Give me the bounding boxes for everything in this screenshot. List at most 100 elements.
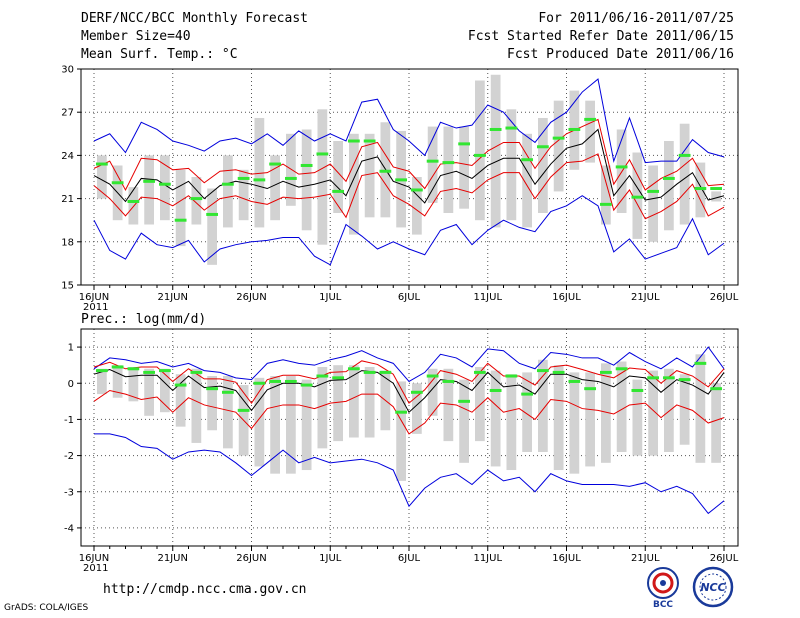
ensemble-box [443, 126, 454, 213]
median-marker [662, 376, 675, 380]
median-marker [127, 367, 140, 371]
ensemble-box [270, 155, 281, 221]
max-line [93, 346, 725, 383]
y-tick-label: -4 [64, 523, 74, 534]
median-marker [206, 387, 219, 391]
ensemble-box [396, 381, 407, 481]
median-marker [363, 370, 376, 374]
ensemble-box [663, 368, 674, 452]
median-marker [678, 378, 691, 382]
median-marker [410, 188, 423, 192]
median-marker [489, 127, 502, 131]
median-marker [206, 212, 219, 216]
ensemble-box [285, 133, 296, 206]
y-tick-label: 24 [61, 151, 74, 162]
y-tick-label: 21 [61, 194, 74, 205]
x-tick-label: 21JUN [158, 292, 188, 303]
lower-sd-line [93, 153, 725, 220]
ensemble-box [191, 368, 202, 443]
forecast-period: For 2011/06/16-2011/07/25 [538, 11, 734, 26]
median-marker [284, 176, 297, 180]
x-tick-label: 21JUN [158, 553, 188, 564]
ncc-logo-text: NCC [700, 581, 725, 594]
median-marker [521, 392, 534, 396]
y-tick-label: -3 [64, 487, 74, 498]
median-marker [237, 408, 250, 412]
y-tick-label: 30 [61, 65, 74, 76]
median-marker [269, 379, 282, 383]
source-url[interactable]: http://cmdp.ncc.cma.gov.cn [103, 582, 307, 597]
ensemble-box [663, 141, 674, 231]
ensemble-box [144, 155, 155, 225]
median-marker [615, 165, 628, 169]
mean-line [93, 128, 725, 204]
median-marker [505, 126, 518, 130]
ensemble-box [648, 165, 659, 242]
x-tick-label: 26JUL [710, 553, 739, 564]
median-marker [379, 169, 392, 173]
ensemble-box [443, 368, 454, 442]
median-marker [521, 158, 534, 162]
median-marker [584, 387, 597, 391]
median-marker [552, 370, 565, 374]
ensemble-box [506, 109, 517, 221]
median-marker [300, 163, 313, 167]
median-marker [111, 365, 124, 369]
x-tick-label: 1JUL [319, 292, 342, 303]
ensemble-box [159, 155, 170, 221]
median-marker [332, 376, 345, 380]
median-marker [127, 199, 140, 203]
ensemble-box [333, 365, 344, 442]
ensemble-box [317, 366, 328, 449]
variable-label-prec: Prec.: log(mm/d) [81, 312, 206, 327]
median-marker [599, 202, 612, 206]
year-label: 2011 [83, 302, 108, 313]
ensemble-box [474, 366, 485, 442]
median-marker [710, 187, 723, 191]
upper-sd-line [93, 360, 725, 405]
min-line [94, 433, 725, 515]
median-marker [473, 370, 486, 374]
median-marker [678, 153, 691, 157]
ensemble-box [222, 376, 233, 449]
ensemble-box [112, 365, 123, 398]
grads-credit: GrADS: COLA/IGES [4, 603, 89, 613]
x-tick-label: 6JUL [398, 553, 421, 564]
median-marker [174, 218, 187, 222]
median-marker [568, 379, 581, 383]
median-marker [473, 153, 486, 157]
ensemble-box [537, 117, 548, 213]
ensemble-box [616, 361, 627, 452]
ensemble-box [270, 376, 281, 474]
median-marker [442, 379, 455, 383]
median-marker [395, 178, 408, 182]
ensemble-box [679, 123, 690, 225]
ensemble-box [96, 155, 107, 199]
x-tick-label: 16JUL [552, 553, 581, 564]
ensemble-box [679, 374, 690, 445]
y-tick-label: 1 [68, 343, 74, 354]
median-marker [426, 159, 439, 163]
median-marker [158, 369, 171, 373]
ensemble-box [222, 155, 233, 228]
ensemble-box [459, 379, 470, 463]
ensemble-box [144, 368, 155, 416]
ensemble-box [490, 370, 501, 467]
ensemble-box [254, 117, 265, 228]
median-marker [143, 370, 156, 374]
median-marker [284, 379, 297, 383]
ensemble-box [553, 100, 564, 192]
x-tick-label: 16JUN [79, 553, 109, 564]
median-marker [332, 189, 345, 193]
y-tick-label: -2 [64, 451, 74, 462]
bcc-logo: BCC [647, 567, 679, 610]
median-marker [95, 162, 108, 166]
median-marker [221, 182, 234, 186]
y-tick-label: 15 [61, 281, 74, 292]
median-marker [395, 410, 408, 414]
ensemble-box [490, 74, 501, 228]
median-marker [316, 374, 329, 378]
median-marker [442, 161, 455, 165]
min-line [93, 195, 725, 266]
